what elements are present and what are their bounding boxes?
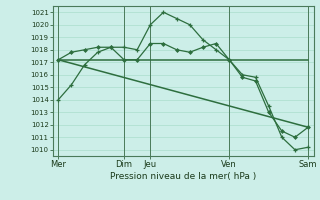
X-axis label: Pression niveau de la mer( hPa ): Pression niveau de la mer( hPa ) (110, 172, 256, 181)
